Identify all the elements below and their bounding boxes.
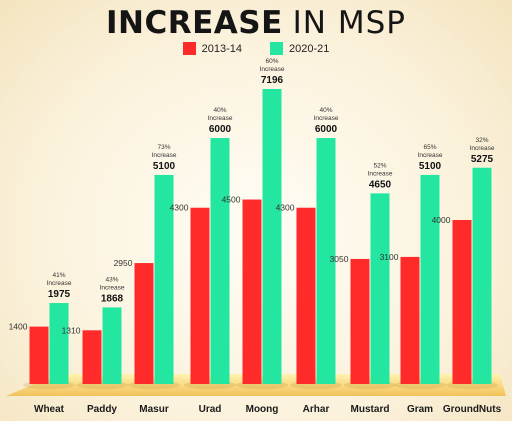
value-label-2020-21-masur: 5100: [153, 161, 176, 172]
value-label-2020-21-groundnuts: 5275: [471, 154, 494, 165]
bar-2013-14-gram: [400, 256, 420, 384]
value-label-2013-14-wheat: 1400: [9, 322, 28, 332]
legend-swatch-2020-21: [270, 42, 283, 55]
bar-2020-21-moong: [262, 89, 282, 384]
value-label-2013-14-moong: 4500: [222, 195, 241, 205]
bar-2013-14-mustard: [350, 258, 370, 384]
category-label-moong: Moong: [246, 404, 279, 415]
increase-word-moong: Increase: [260, 66, 285, 73]
bar-2020-21-masur: [154, 174, 174, 384]
increase-percent-arhar: 40%: [319, 107, 332, 114]
category-label-urad: Urad: [199, 404, 222, 415]
bar-2013-14-paddy: [82, 330, 102, 384]
value-label-2020-21-urad: 6000: [209, 124, 232, 135]
increase-word-gram: Increase: [418, 152, 443, 159]
increase-percent-urad: 40%: [213, 107, 226, 114]
bar-2020-21-groundnuts: [472, 167, 492, 384]
chart-title-bold: INCREASE: [106, 5, 283, 41]
increase-word-arhar: Increase: [314, 115, 339, 122]
bar-2013-14-arhar: [296, 207, 316, 384]
bar-2020-21-wheat: [49, 303, 69, 384]
bar-2020-21-gram: [420, 174, 440, 384]
increase-word-masur: Increase: [152, 152, 177, 159]
category-label-gram: Gram: [407, 404, 433, 415]
legend-item-2020-21: 2020-21: [270, 42, 329, 55]
category-label-groundnuts: GroundNuts: [443, 404, 502, 415]
value-label-2013-14-gram: 3100: [380, 252, 399, 262]
increase-word-mustard: Increase: [368, 170, 393, 177]
increase-percent-gram: 65%: [423, 144, 436, 151]
legend-swatch-2013-14: [182, 42, 196, 55]
bar-2013-14-wheat: [29, 326, 49, 384]
value-label-2020-21-arhar: 6000: [315, 124, 338, 135]
bar-2013-14-masur: [134, 263, 154, 384]
value-label-2013-14-mustard: 3050: [330, 254, 349, 264]
bar-2020-21-urad: [210, 138, 230, 384]
bar-2020-21-paddy: [102, 307, 122, 384]
increase-word-paddy: Increase: [100, 284, 125, 291]
value-label-2013-14-groundnuts: 4000: [432, 215, 451, 225]
category-label-mustard: Mustard: [351, 404, 390, 415]
value-label-2020-21-mustard: 4650: [369, 179, 392, 190]
bar-2013-14-groundnuts: [452, 220, 472, 384]
chart-title: INCREASE IN MSP: [0, 4, 512, 42]
value-label-2020-21-moong: 7196: [261, 75, 284, 86]
value-label-2013-14-masur: 2950: [114, 258, 133, 268]
increase-percent-masur: 73%: [157, 144, 170, 151]
category-label-wheat: Wheat: [34, 404, 65, 415]
value-label-2013-14-paddy: 1310: [62, 325, 81, 335]
chart-title-light: IN MSP: [292, 5, 406, 41]
bar-2020-21-arhar: [316, 138, 336, 384]
value-label-2020-21-wheat: 1975: [48, 289, 71, 300]
value-label-2020-21-paddy: 1868: [101, 293, 124, 304]
increase-word-groundnuts: Increase: [470, 145, 495, 152]
increase-word-urad: Increase: [208, 115, 233, 122]
value-label-2013-14-urad: 4300: [170, 203, 189, 213]
chart-legend: 2013-14 2020-21: [0, 42, 512, 55]
increase-percent-mustard: 52%: [373, 162, 386, 169]
category-label-arhar: Arhar: [303, 404, 330, 415]
legend-label-2013-14: 2013-14: [201, 42, 242, 55]
increase-percent-paddy: 43%: [105, 276, 118, 283]
increase-percent-moong: 60%: [265, 58, 278, 65]
increase-word-wheat: Increase: [47, 280, 72, 287]
category-label-masur: Masur: [139, 404, 169, 415]
bar-2013-14-moong: [242, 199, 262, 384]
increase-percent-groundnuts: 32%: [475, 137, 488, 144]
increase-percent-wheat: 41%: [52, 272, 65, 279]
bar-2013-14-urad: [190, 207, 210, 384]
value-label-2020-21-gram: 5100: [419, 161, 442, 172]
value-label-2013-14-arhar: 4300: [276, 203, 295, 213]
legend-item-2013-14: 2013-14: [182, 42, 242, 55]
bar-2020-21-mustard: [370, 193, 390, 384]
legend-label-2020-21: 2020-21: [289, 42, 330, 55]
category-label-paddy: Paddy: [87, 404, 117, 415]
